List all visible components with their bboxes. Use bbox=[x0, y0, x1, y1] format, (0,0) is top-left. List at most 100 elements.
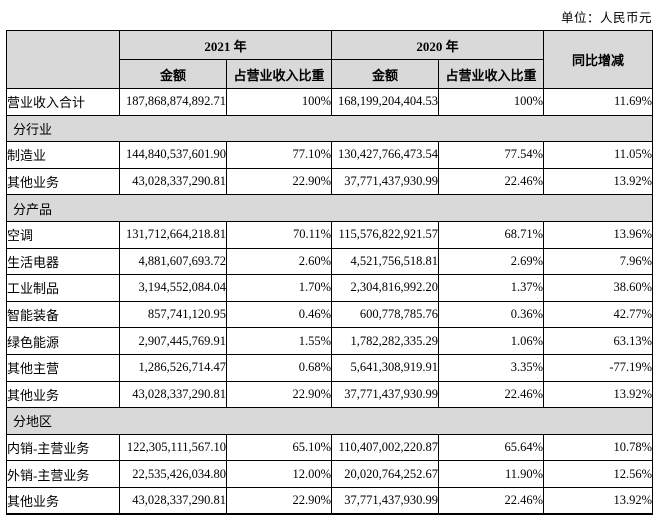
row-label-cell: 其他主营 bbox=[6, 353, 120, 382]
proportion-2021-cell: 70.11% bbox=[225, 220, 333, 249]
amount-2021-cell: 2,907,445,769.91 bbox=[119, 327, 227, 355]
yoy-change-cell: 7.96% bbox=[543, 247, 654, 276]
proportion-2021-cell: 22.90% bbox=[225, 167, 333, 196]
amount-2020-cell: 168,199,204,404.53 bbox=[331, 88, 440, 116]
yoy-change-cell: -77.19% bbox=[543, 353, 654, 382]
amount-2021-cell: 3,194,552,084.04 bbox=[119, 274, 227, 302]
yoy-change-cell: 38.60% bbox=[543, 274, 654, 302]
proportion-2020-cell: 2.69% bbox=[438, 247, 545, 276]
amount-2020-cell: 1,782,282,335.29 bbox=[331, 327, 440, 355]
row-label-cell: 绿色能源 bbox=[6, 327, 120, 355]
amount-2021-header: 金额 bbox=[119, 59, 227, 89]
proportion-2021-cell: 22.90% bbox=[225, 486, 333, 515]
proportion-2021-cell: 0.46% bbox=[225, 300, 333, 329]
proportion-2021-header: 占营业收入比重 bbox=[225, 59, 333, 89]
proportion-2021-cell: 2.60% bbox=[225, 247, 333, 276]
yoy-change-cell: 12.56% bbox=[543, 460, 654, 488]
proportion-2021-cell: 65.10% bbox=[225, 433, 333, 462]
yoy-change-cell: 11.05% bbox=[543, 141, 654, 169]
row-label-cell: 生活电器 bbox=[6, 247, 120, 276]
amount-2021-cell: 43,028,337,290.81 bbox=[119, 167, 227, 196]
proportion-2020-cell: 77.54% bbox=[438, 141, 545, 169]
proportion-2020-cell: 65.64% bbox=[438, 433, 545, 462]
section-row: 分行业 bbox=[5, 114, 654, 143]
yoy-change-cell: 11.69% bbox=[543, 88, 654, 116]
table-row: 其他业务 43,028,337,290.81 22.90% 37,771,437,93… bbox=[6, 486, 654, 515]
yoy-change-cell: 10.78% bbox=[543, 433, 654, 462]
proportion-2021-cell: 77.10% bbox=[225, 141, 333, 169]
row-label-cell: 其他业务 bbox=[6, 486, 120, 515]
section-row: 分地区 bbox=[5, 407, 654, 435]
table-row: 其他主营 1,286,526,714.47 0.68% 5,641,308,919.9… bbox=[6, 353, 654, 382]
amount-2020-cell: 37,771,437,930.99 bbox=[331, 167, 440, 196]
proportion-2020-cell: 100% bbox=[438, 88, 545, 116]
table-row: 工业制品 3,194,552,084.04 1.70% 2,304,816,992.2… bbox=[6, 274, 654, 302]
proportion-2020-cell: 1.37% bbox=[438, 274, 545, 302]
revenue-breakdown-table: 2021 年 2020 年 同比增减 金额 占营业收入比重 金额 占营业收入比重… bbox=[5, 30, 654, 515]
section-label: 分产品 bbox=[5, 194, 654, 222]
amount-2021-cell: 43,028,337,290.81 bbox=[119, 380, 227, 409]
year-2021-header: 2021 年 bbox=[118, 30, 333, 60]
row-label-cell: 空调 bbox=[6, 220, 120, 249]
amount-2021-cell: 22,535,426,034.80 bbox=[119, 460, 227, 488]
yoy-change-cell: 13.92% bbox=[543, 380, 654, 409]
amount-2021-cell: 4,881,607,693.72 bbox=[119, 247, 227, 276]
proportion-2020-cell: 22.46% bbox=[438, 486, 545, 515]
yoy-change-cell: 13.92% bbox=[543, 486, 654, 515]
row-label-cell: 营业收入合计 bbox=[6, 88, 120, 116]
amount-2020-cell: 115,576,822,921.57 bbox=[331, 220, 440, 249]
table-row: 制造业 144,840,537,601.90 77.10% 130,427,766,4… bbox=[6, 141, 654, 169]
amount-2021-cell: 187,868,874,892.71 bbox=[119, 88, 227, 116]
table-row: 绿色能源 2,907,445,769.91 1.55% 1,782,282,335.2… bbox=[6, 327, 654, 355]
proportion-2020-cell: 11.90% bbox=[438, 460, 545, 488]
table-row: 外销-主营业务 22,535,426,034.80 12.00% 20,020,764… bbox=[6, 460, 654, 488]
header-row-years: 2021 年 2020 年 同比增减 bbox=[6, 30, 654, 89]
proportion-2021-cell: 0.68% bbox=[225, 353, 333, 382]
section-label: 分行业 bbox=[5, 114, 654, 143]
proportion-2021-cell: 12.00% bbox=[225, 460, 333, 488]
proportion-2021-cell: 1.70% bbox=[225, 274, 333, 302]
year-2020-header: 2020 年 bbox=[331, 30, 545, 60]
amount-2021-cell: 131,712,664,218.81 bbox=[119, 220, 227, 249]
yoy-change-cell: 63.13% bbox=[543, 327, 654, 355]
amount-2021-cell: 1,286,526,714.47 bbox=[119, 353, 227, 382]
yoy-change-cell: 13.92% bbox=[543, 167, 654, 196]
proportion-2020-cell: 0.36% bbox=[438, 300, 545, 329]
row-label-cell: 内销-主营业务 bbox=[6, 433, 120, 462]
proportion-2020-cell: 3.35% bbox=[438, 353, 545, 382]
amount-2020-cell: 2,304,816,992.20 bbox=[331, 274, 440, 302]
amount-2020-header: 金额 bbox=[331, 59, 440, 89]
amount-2020-cell: 20,020,764,252.67 bbox=[331, 460, 440, 488]
amount-2020-cell: 4,521,756,518.81 bbox=[331, 247, 440, 276]
row-label-cell: 制造业 bbox=[6, 141, 120, 169]
proportion-2020-cell: 22.46% bbox=[438, 380, 545, 409]
row-label-cell: 工业制品 bbox=[6, 274, 120, 302]
amount-2021-cell: 122,305,111,567.10 bbox=[119, 433, 227, 462]
row-label-cell: 外销-主营业务 bbox=[6, 460, 120, 488]
proportion-2020-cell: 1.06% bbox=[438, 327, 545, 355]
corner-empty-cell bbox=[6, 30, 120, 89]
table-row: 空调 131,712,664,218.81 70.11% 115,576,822,92… bbox=[6, 220, 654, 249]
proportion-2021-cell: 22.90% bbox=[225, 380, 333, 409]
row-label-cell: 智能装备 bbox=[6, 300, 120, 329]
proportion-2021-cell: 100% bbox=[225, 88, 333, 116]
table-row: 营业收入合计 187,868,874,892.71 100% 168,199,204,… bbox=[6, 88, 654, 116]
yoy-change-cell: 42.77% bbox=[543, 300, 654, 329]
yoy-change-cell: 13.96% bbox=[543, 220, 654, 249]
amount-2021-cell: 43,028,337,290.81 bbox=[119, 486, 227, 515]
table-row: 其他业务 43,028,337,290.81 22.90% 37,771,437,93… bbox=[6, 167, 654, 196]
amount-2020-cell: 600,778,785.76 bbox=[331, 300, 440, 329]
proportion-2021-cell: 1.55% bbox=[225, 327, 333, 355]
table-row: 智能装备 857,741,120.95 0.46% 600,778,785.76 0.3… bbox=[6, 300, 654, 329]
section-label: 分地区 bbox=[5, 407, 654, 435]
table-header: 2021 年 2020 年 同比增减 金额 占营业收入比重 金额 占营业收入比重 bbox=[6, 30, 654, 89]
header-row-metrics: 金额 占营业收入比重 金额 占营业收入比重 bbox=[7, 59, 653, 89]
amount-2020-cell: 37,771,437,930.99 bbox=[331, 380, 440, 409]
table-body: 营业收入合计 187,868,874,892.71 100% 168,199,204,… bbox=[5, 88, 654, 515]
row-label-cell: 其他业务 bbox=[6, 380, 120, 409]
proportion-2020-cell: 22.46% bbox=[438, 167, 545, 196]
row-label-cell: 其他业务 bbox=[6, 167, 120, 196]
table-row: 其他业务 43,028,337,290.81 22.90% 37,771,437,93… bbox=[6, 380, 654, 409]
table-row: 内销-主营业务 122,305,111,567.10 65.10% 110,407,0… bbox=[6, 433, 654, 462]
